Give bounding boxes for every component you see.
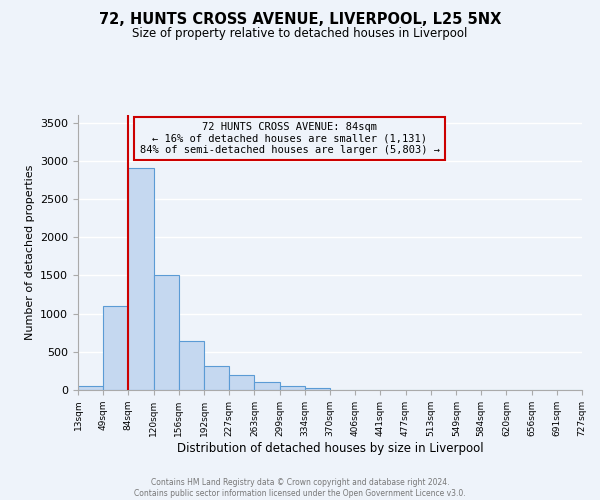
Bar bbox=[103, 306, 128, 390]
Bar bbox=[305, 388, 330, 390]
Text: Size of property relative to detached houses in Liverpool: Size of property relative to detached ho… bbox=[133, 28, 467, 40]
Bar bbox=[280, 386, 305, 390]
Text: Contains HM Land Registry data © Crown copyright and database right 2024.
Contai: Contains HM Land Registry data © Crown c… bbox=[134, 478, 466, 498]
X-axis label: Distribution of detached houses by size in Liverpool: Distribution of detached houses by size … bbox=[176, 442, 484, 454]
Bar bbox=[205, 366, 229, 390]
Bar bbox=[254, 382, 280, 390]
Bar bbox=[179, 341, 205, 390]
Bar bbox=[78, 386, 103, 390]
Bar bbox=[229, 375, 254, 390]
Y-axis label: Number of detached properties: Number of detached properties bbox=[25, 165, 35, 340]
Bar bbox=[154, 276, 179, 390]
Text: 72 HUNTS CROSS AVENUE: 84sqm
← 16% of detached houses are smaller (1,131)
84% of: 72 HUNTS CROSS AVENUE: 84sqm ← 16% of de… bbox=[140, 122, 440, 155]
Text: 72, HUNTS CROSS AVENUE, LIVERPOOL, L25 5NX: 72, HUNTS CROSS AVENUE, LIVERPOOL, L25 5… bbox=[99, 12, 501, 28]
Bar bbox=[128, 168, 154, 390]
